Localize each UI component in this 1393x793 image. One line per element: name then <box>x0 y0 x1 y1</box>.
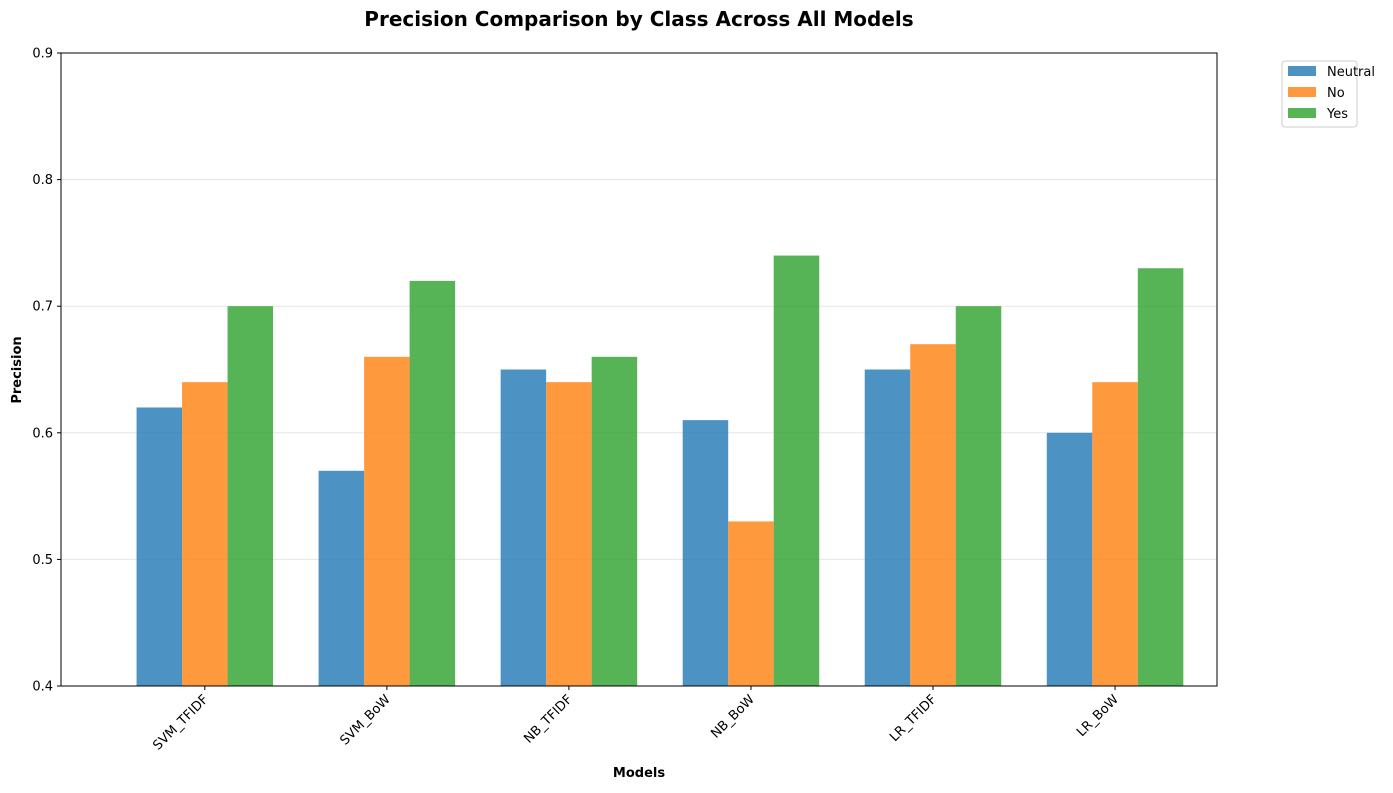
bar-neutral-lr_bow <box>1046 432 1093 686</box>
bars <box>136 255 1184 686</box>
bar-no-svm_bow <box>364 356 410 686</box>
bar-yes-lr_tfidf <box>955 306 1002 686</box>
x-tick-label: NB_TFIDF <box>521 692 575 746</box>
bar-neutral-nb_bow <box>682 420 729 686</box>
y-axis-label: Precision <box>10 336 25 403</box>
bar-yes-nb_bow <box>773 255 820 686</box>
x-axis: SVM_TFIDF SVM_BoW NB_TFIDF NB_BoW LR_TFIDF LR… <box>150 686 1122 753</box>
x-tick-label: LR_BoW <box>1074 692 1122 740</box>
legend-swatch-no <box>1288 87 1316 97</box>
legend: Neutral No Yes <box>1281 60 1375 128</box>
chart-title: Precision Comparison by Class Across All… <box>364 7 913 31</box>
legend-label-no: No <box>1327 86 1345 101</box>
y-tick-label: 0.7 <box>32 300 53 315</box>
bar-yes-svm_tfidf <box>227 306 274 686</box>
y-tick-label: 0.6 <box>32 426 53 441</box>
bar-no-lr_tfidf <box>910 344 956 686</box>
y-axis: 0.4 0.5 0.6 0.7 0.8 0.9 <box>32 47 61 695</box>
legend-label-yes: Yes <box>1326 107 1348 122</box>
bar-yes-nb_tfidf <box>591 356 638 686</box>
legend-label-neutral: Neutral <box>1327 65 1375 80</box>
x-tick-label: NB_BoW <box>708 692 758 742</box>
y-tick-label: 0.9 <box>32 47 53 62</box>
y-tick-label: 0.8 <box>32 173 53 188</box>
bar-no-svm_tfidf <box>182 382 228 686</box>
x-tick-label: SVM_TFIDF <box>150 692 211 753</box>
legend-swatch-yes <box>1288 108 1316 118</box>
bar-neutral-svm_tfidf <box>136 407 183 686</box>
bar-yes-lr_bow <box>1137 268 1184 686</box>
y-tick-label: 0.4 <box>32 680 53 695</box>
x-axis-label: Models <box>613 766 665 781</box>
bar-neutral-svm_bow <box>318 470 365 686</box>
legend-swatch-neutral <box>1288 66 1316 76</box>
bar-no-nb_bow <box>728 521 774 686</box>
bar-neutral-nb_tfidf <box>500 369 547 686</box>
x-tick-label: SVM_BoW <box>337 692 393 748</box>
legend-items: Neutral No Yes <box>1288 65 1375 122</box>
y-tick-label: 0.5 <box>32 553 53 568</box>
bar-no-nb_tfidf <box>546 382 592 686</box>
bar-no-lr_bow <box>1092 382 1138 686</box>
bar-yes-svm_bow <box>409 280 456 686</box>
plot-area-frame <box>60 52 1218 687</box>
x-tick-label: LR_TFIDF <box>887 692 940 745</box>
bar-neutral-lr_tfidf <box>864 369 911 686</box>
